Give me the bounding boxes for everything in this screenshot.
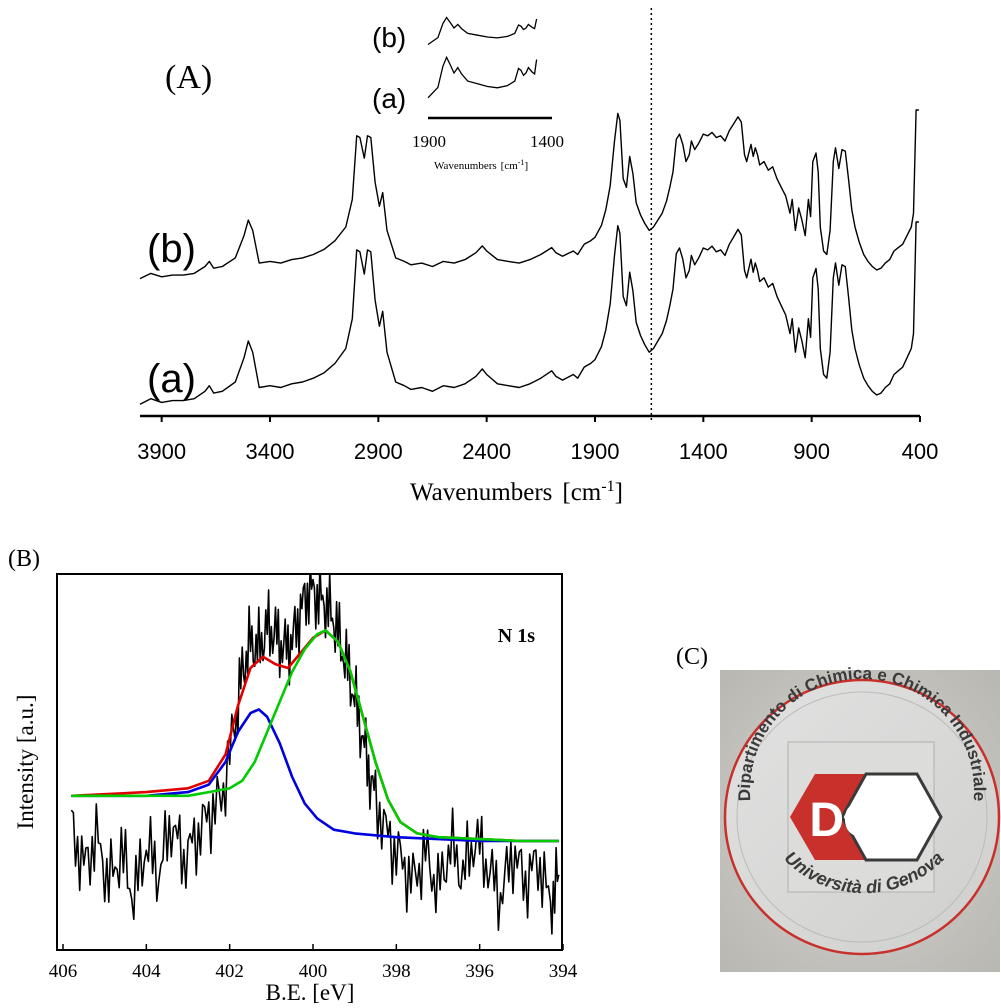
inset-series-b-line xyxy=(427,16,538,46)
red-outer-ring xyxy=(723,678,1001,956)
panel-a-series xyxy=(139,109,919,405)
panel-b-plot-frame xyxy=(56,573,563,951)
x-tick-label: 2900 xyxy=(354,439,403,464)
x-tick-label: 1900 xyxy=(571,439,620,464)
panel-a-label: (A) xyxy=(165,59,212,96)
panel-b-series xyxy=(70,575,560,935)
inset-x-axis-label: Wavenumbers [cm-1] xyxy=(434,158,528,172)
x-tick-label: 3400 xyxy=(246,439,295,464)
x-tick-label: 396 xyxy=(465,961,494,982)
inset-spectra: (b) (a) 1900 1400 Wavenumbers [cm-1] xyxy=(372,16,564,172)
x-tick-label: 3900 xyxy=(137,439,186,464)
x-tick-label: 394 xyxy=(549,961,578,982)
panel-a-x-ticks: 3900 3400 2900 2400 1900 1400 900 400 xyxy=(137,416,938,464)
panel-b-label: (B) xyxy=(8,546,40,572)
inset-tick-label-1900: 1900 xyxy=(412,132,446,151)
x-tick-label: 404 xyxy=(132,961,161,982)
panel-b-x-axis-label: B.E. [eV] xyxy=(266,980,355,1005)
panel-b-xps: (B) 406 404 402 400 398 396 394 N 1s Intensity… xyxy=(8,546,578,1005)
panel-c-label: (C) xyxy=(676,644,708,670)
series-a-line xyxy=(139,221,919,405)
series-b-label: (b) xyxy=(147,227,196,271)
x-tick-label: 2400 xyxy=(462,439,511,464)
panel-a-ir-spectra: (A) (b) (a) 1900 1400 Wavenumbers [cm-1] … xyxy=(137,8,938,506)
panel-a-x-axis-label: Wavenumbers [cm-1] xyxy=(410,478,623,506)
panel-b-title: N 1s xyxy=(498,625,535,647)
x-tick-label: 400 xyxy=(902,439,939,464)
panel-b-x-ticks: 406 404 402 400 398 396 394 xyxy=(49,944,578,982)
inner-ring xyxy=(736,691,988,943)
inset-tick-label-1400: 1400 xyxy=(530,132,564,151)
x-tick-label: 1400 xyxy=(679,439,728,464)
inset-series-a-line xyxy=(427,55,538,99)
logo-hexagon-outline xyxy=(840,772,943,862)
panel-c-photo: (C) Dipartimento di Chimica e Chimica In… xyxy=(676,644,1001,972)
raw-data-line xyxy=(70,575,560,935)
logo-text: DCCI xyxy=(809,794,922,847)
inset-series-b-label: (b) xyxy=(372,22,406,53)
x-tick-label: 400 xyxy=(299,961,328,982)
component-1-line xyxy=(71,708,559,843)
panel-b-y-axis-label: Intensity [a.u.] xyxy=(13,695,38,830)
x-tick-label: 398 xyxy=(382,961,411,982)
x-tick-label: 406 xyxy=(49,961,78,982)
inset-series-a-label: (a) xyxy=(372,83,406,114)
series-a-label: (a) xyxy=(147,357,196,401)
series-b-line xyxy=(139,109,919,280)
component-2-line xyxy=(71,629,559,843)
x-tick-label: 900 xyxy=(793,439,830,464)
x-tick-label: 402 xyxy=(215,961,244,982)
